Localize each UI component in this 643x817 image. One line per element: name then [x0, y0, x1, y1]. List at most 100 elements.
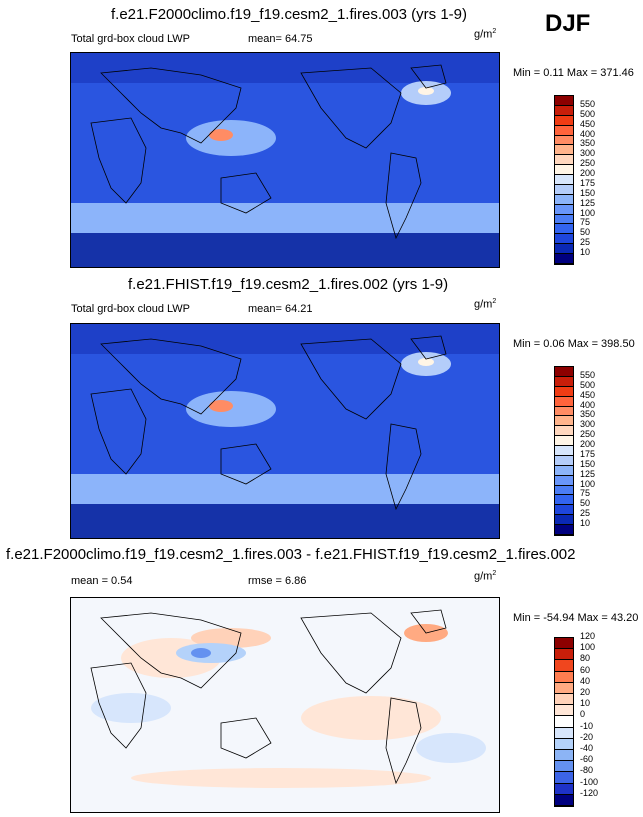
- colorbar-tick-label: 25: [580, 508, 591, 519]
- diff-negative-patch: [416, 733, 486, 763]
- panel1-units: g/m2: [474, 28, 497, 41]
- colorbar-cell: [555, 254, 573, 264]
- colorbar-tick-label: 10: [580, 698, 591, 709]
- colorbar-cell: [555, 165, 573, 176]
- colorbar-tick-label: 40: [580, 675, 591, 686]
- panel2-units: g/m2: [474, 298, 497, 311]
- panel3-map: [70, 597, 500, 813]
- colorbar-cell: [555, 446, 573, 456]
- colorbar-cell: [555, 515, 573, 526]
- colorbar-cell: [555, 485, 573, 496]
- colorbar-tick-label: 10: [580, 518, 591, 529]
- colorbar-cell: [555, 495, 573, 506]
- colorbar-tick-label: 450: [580, 389, 596, 400]
- panel2-title: f.e21.FHIST.f19_f19.cesm2_1.fires.002 (y…: [128, 276, 449, 293]
- kuroshio-max: [209, 129, 233, 141]
- colorbar-cell: [555, 376, 573, 387]
- colorbar-cell: [555, 416, 573, 427]
- colorbar-tick-label: 80: [580, 653, 591, 664]
- colorbar-tick-label: 20: [580, 687, 591, 697]
- colorbar-tick-label: 0: [580, 709, 586, 720]
- colorbar-tick-label: 50: [580, 498, 591, 509]
- colorbar-cell: [555, 115, 573, 126]
- arctic-band: [71, 53, 499, 83]
- panel2-map-svg: [71, 324, 499, 538]
- colorbar-cell: [555, 396, 573, 407]
- panel2-map: [70, 323, 500, 539]
- panel1-minmax: Min = 0.11 Max = 371.46: [513, 67, 634, 79]
- colorbar-cell: [555, 406, 573, 417]
- colorbar-tick-label: -20: [580, 731, 594, 742]
- colorbar-cell: [555, 125, 573, 136]
- colorbar-tick-label: -60: [580, 754, 594, 765]
- colorbar-tick-label: 175: [580, 448, 596, 459]
- gulfstream-max: [418, 358, 434, 366]
- colorbar-cell: [555, 155, 573, 166]
- colorbar-cell: [555, 145, 573, 156]
- colorbar-tick-label: 150: [580, 187, 596, 198]
- colorbar-tick-label: -10: [580, 720, 594, 731]
- colorbar-cell: [555, 135, 573, 146]
- panel1-title: f.e21.F2000climo.f19_f19.cesm2_1.fires.0…: [111, 6, 468, 23]
- southern-storm-band: [71, 474, 499, 504]
- diff-positive-patch: [131, 768, 431, 788]
- colorbar-cell: [555, 649, 573, 661]
- kuroshio-max: [209, 400, 233, 412]
- colorbar-cell: [555, 525, 573, 535]
- colorbar-tick-label: 25: [580, 237, 591, 248]
- colorbar-cell: [555, 175, 573, 185]
- colorbar-cell: [555, 505, 573, 516]
- colorbar-tick-label: 125: [580, 197, 596, 208]
- colorbar-tick-label: 300: [580, 419, 596, 430]
- coastlines: [90, 335, 447, 511]
- panel1-map: [70, 52, 500, 268]
- season-label: DJF: [545, 10, 591, 37]
- colorbar-cell: [555, 705, 573, 717]
- colorbar-cell: [555, 716, 573, 728]
- colorbar-tick-label: 400: [580, 128, 596, 139]
- coastlines: [90, 64, 447, 240]
- colorbar-tick-label: -80: [580, 765, 594, 776]
- colorbar-cell: [555, 436, 573, 447]
- panel1-mean: mean= 64.75: [248, 33, 313, 45]
- colorbar-tick-label: 100: [580, 207, 596, 218]
- panel2-variable-label: Total grd-box cloud LWP: [71, 303, 191, 315]
- colorbar-tick-label: 350: [580, 138, 596, 149]
- colorbar-cell: [555, 96, 573, 106]
- arctic-band: [71, 324, 499, 354]
- colorbar-cell: [555, 772, 573, 784]
- colorbar-tick-label: 120: [580, 631, 596, 641]
- colorbar-cell: [555, 204, 573, 215]
- colorbar-tick-label: 200: [580, 168, 596, 179]
- colorbar-cell: [555, 455, 573, 466]
- colorbar-tick-label: 200: [580, 439, 596, 450]
- colorbar-cell: [555, 244, 573, 255]
- southern-storm-band: [71, 203, 499, 233]
- colorbar-cell: [555, 727, 573, 739]
- panel1-map-svg: [71, 53, 499, 267]
- panel3-mean: mean = 0.54: [71, 575, 133, 587]
- colorbar-cell: [555, 184, 573, 195]
- colorbar-cell: [555, 224, 573, 235]
- colorbar-tick-label: -40: [580, 743, 594, 753]
- antarctic-band: [71, 233, 499, 267]
- colorbar-tick-label: 350: [580, 409, 596, 420]
- colorbar-cell: [555, 694, 573, 706]
- panel3-units: g/m2: [474, 570, 497, 583]
- colorbar-tick-label: 550: [580, 98, 596, 109]
- colorbar-cell: [555, 783, 573, 795]
- panel3-minmax: Min = -54.94 Max = 43.20: [513, 612, 639, 624]
- colorbar-cell: [555, 660, 573, 672]
- colorbar-tick-label: -120: [580, 787, 599, 798]
- gulfstream-max: [418, 87, 434, 95]
- colorbar-tick-label: 500: [580, 108, 596, 119]
- colorbar-cell: [555, 794, 573, 806]
- colorbar-cell: [555, 386, 573, 397]
- diff-negative-patch: [191, 648, 211, 658]
- panel1-colorbar: [554, 95, 574, 265]
- colorbar-cell: [555, 367, 573, 377]
- colorbar-cell: [555, 671, 573, 683]
- colorbar-cell: [555, 475, 573, 486]
- colorbar-tick-label: 60: [580, 664, 591, 675]
- colorbar-tick-label: 75: [580, 488, 591, 499]
